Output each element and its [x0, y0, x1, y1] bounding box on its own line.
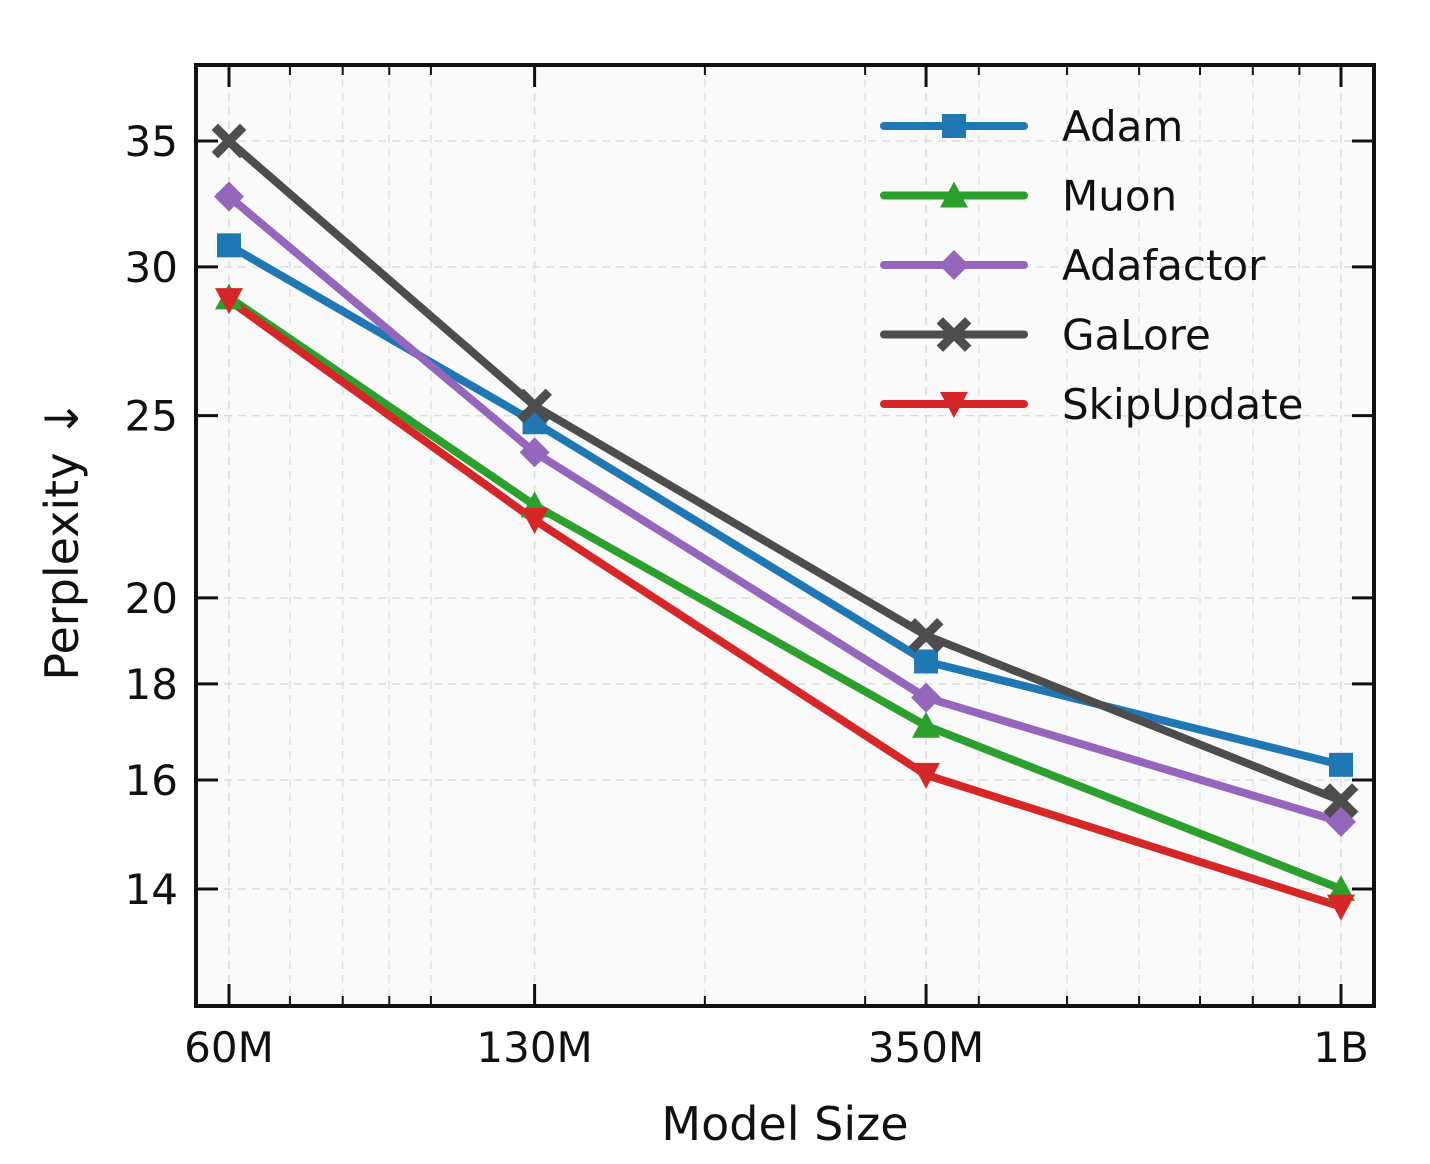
data-point-skipupdate: [215, 288, 243, 315]
legend-label-galore: GaLore: [1062, 311, 1211, 360]
series-line-skipupdate: [225, 296, 1345, 911]
legend-marker-adafactor: [939, 250, 969, 280]
plot-area: [196, 65, 1374, 1006]
legend-marker-galore: [936, 317, 972, 352]
x-axis-title: Model Size: [661, 1097, 908, 1151]
marker-stroke: [1323, 783, 1359, 819]
series-line-adam: [225, 241, 1345, 769]
data-point-skipupdate: [1327, 894, 1355, 921]
legend-marker-skipupdate: [940, 392, 968, 418]
legend-label-muon: Muon: [1062, 172, 1177, 221]
data-point-adafactor: [519, 437, 550, 468]
marker-stroke: [211, 123, 247, 159]
x-tick-label: 130M: [476, 1023, 592, 1072]
data-point-adafactor: [214, 181, 244, 212]
data-point-adam: [914, 649, 939, 674]
legend-item-muon: Muon: [880, 172, 1177, 221]
y-tick-labels: 14 16 18 20 25 30 35: [125, 117, 178, 914]
legend-item-skipupdate: SkipUpdate: [880, 380, 1303, 429]
x-tick-labels: 60M 130M 350M 1B: [184, 1023, 1369, 1072]
data-point-skipupdate: [520, 508, 549, 535]
data-point-muon: [912, 711, 941, 738]
series-markers: [211, 123, 1359, 921]
y-tick-label: 35: [125, 117, 178, 166]
axis-ticks: [196, 65, 1374, 1006]
y-tick-label: 16: [125, 756, 178, 805]
x-tick-label: 1B: [1313, 1023, 1369, 1072]
y-tick-label: 18: [125, 660, 178, 709]
data-point-galore: [517, 388, 552, 424]
y-tick-label: 25: [125, 392, 178, 441]
series-line-muon: [225, 293, 1345, 893]
legend-item-adam: Adam: [880, 102, 1183, 151]
y-tick-label: 30: [125, 243, 178, 292]
legend: Adam Muon Adafactor GaLore SkipUpdate: [880, 102, 1303, 429]
legend-label-adafactor: Adafactor: [1062, 241, 1266, 290]
y-axis-title: Perplexity ↓: [35, 399, 89, 680]
marker-stroke: [936, 317, 972, 352]
legend-marker-adam: [942, 114, 966, 138]
plot-frame: [194, 63, 1376, 1008]
series-line-adafactor: [225, 192, 1345, 826]
data-point-galore: [1323, 783, 1359, 819]
legend-marker-muon: [940, 181, 968, 208]
data-point-galore: [211, 123, 247, 159]
series-lines: [225, 137, 1345, 911]
marker-stroke: [908, 618, 944, 653]
data-point-adafactor: [911, 682, 942, 713]
y-tick-label: 14: [125, 865, 178, 914]
grid: [196, 65, 1374, 1006]
legend-item-adafactor: Adafactor: [880, 241, 1266, 290]
data-point-adam: [217, 233, 241, 258]
legend-label-skipupdate: SkipUpdate: [1062, 380, 1303, 429]
data-point-galore: [908, 618, 944, 653]
legend-label-adam: Adam: [1062, 102, 1183, 151]
data-point-muon: [1327, 875, 1355, 901]
x-tick-label: 60M: [184, 1023, 274, 1072]
series-line-galore: [225, 137, 1345, 805]
data-point-adam: [1329, 752, 1353, 777]
data-point-skipupdate: [912, 762, 941, 789]
x-tick-label: 350M: [868, 1023, 984, 1072]
legend-item-galore: GaLore: [880, 311, 1211, 360]
y-tick-label: 20: [125, 574, 178, 623]
marker-stroke: [517, 388, 552, 424]
